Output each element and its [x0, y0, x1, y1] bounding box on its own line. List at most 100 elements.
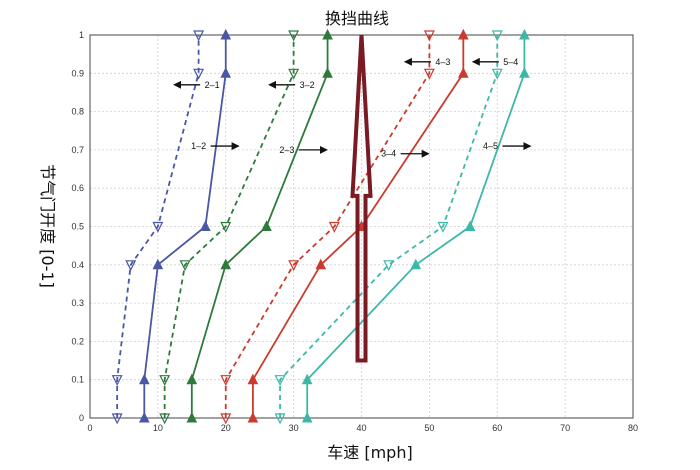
x-tick-label: 30 [289, 423, 299, 433]
data-point-marker [220, 28, 232, 40]
y-tick-label: 0.6 [71, 183, 84, 193]
annotation-label: 5–4 [503, 57, 518, 67]
data-point-marker [152, 258, 164, 270]
annotation-3-2: 3–2 [268, 80, 315, 90]
data-point-marker [220, 413, 232, 425]
x-tick-label: 20 [221, 423, 231, 433]
series-line-4-3 [224, 35, 431, 418]
annotation-label: 4–3 [435, 57, 450, 67]
data-point-marker [193, 68, 205, 80]
y-tick-label: 0.9 [71, 68, 84, 78]
y-tick-label: 0.8 [71, 107, 84, 117]
data-point-marker [315, 258, 327, 270]
data-point-marker [200, 220, 211, 231]
data-point-marker [111, 375, 123, 387]
annotation-label: 2–1 [205, 80, 220, 90]
y-tick-label: 1 [79, 30, 84, 40]
data-point-marker [111, 413, 123, 425]
data-point-marker [274, 375, 286, 387]
data-point-marker [519, 67, 530, 78]
y-tick-label: 0.3 [71, 298, 84, 308]
data-point-marker [288, 260, 300, 272]
x-tick-label: 0 [87, 423, 92, 433]
chart-title: 换挡曲线 [325, 9, 389, 28]
series-line-2-3 [190, 35, 329, 418]
big-arrow [350, 34, 373, 363]
data-point-marker [437, 221, 449, 233]
annotation-2-3: 2–3 [279, 145, 328, 155]
data-point-marker [220, 221, 232, 233]
data-point-marker [519, 28, 530, 40]
y-tick-label: 0.5 [71, 222, 84, 232]
data-point-marker [220, 67, 232, 78]
y-tick-label: 0.4 [71, 260, 84, 270]
annotation-label: 2–3 [279, 145, 294, 155]
y-axis-title: 节气门开度 [0-1] [38, 164, 57, 288]
y-tick-label: 0.2 [71, 336, 84, 346]
annotation-5-4: 5–4 [471, 57, 518, 67]
x-tick-labels: 0 10 20 30 40 50 60 70 80 [87, 423, 638, 433]
data-point-marker [458, 67, 469, 78]
annotation-1-2: 1–2 [191, 141, 240, 151]
big-upward-arrow [350, 34, 373, 363]
data-point-marker [138, 411, 150, 423]
annotation-label: 3–2 [300, 80, 315, 90]
series-line-4-5 [306, 35, 526, 418]
x-tick-label: 80 [628, 423, 638, 433]
data-point-marker [152, 221, 164, 233]
data-point-marker [491, 68, 503, 80]
series-line-1-2 [143, 35, 227, 418]
data-point-marker [423, 30, 435, 42]
data-point-marker [464, 220, 476, 231]
data-point-marker [125, 260, 137, 272]
data-point-marker [274, 413, 286, 425]
annotation-label: 3–4 [381, 149, 396, 159]
data-point-marker [491, 30, 503, 42]
series-3-2 [159, 30, 300, 425]
series-1-2 [138, 28, 232, 423]
data-point-marker [383, 260, 395, 272]
data-point-marker [138, 373, 150, 385]
data-point-marker [288, 30, 300, 42]
series-line-3-4 [251, 35, 465, 418]
annotation-label: 4–5 [483, 141, 498, 151]
annotation-3-4: 3–4 [381, 149, 430, 159]
x-tick-label: 40 [356, 423, 366, 433]
series-line-5-4 [279, 35, 499, 418]
annotation-4-5: 4–5 [483, 141, 532, 151]
series-5-4 [274, 30, 503, 425]
data-point-marker [159, 375, 171, 387]
y-tick-label: 0.7 [71, 145, 84, 155]
data-point-marker [301, 411, 313, 423]
series-line-3-2 [163, 35, 295, 418]
data-point-marker [261, 220, 272, 231]
y-tick-labels: 0 0.1 0.2 0.3 0.4 0.5 0.6 0.7 0.8 0.9 1 [71, 30, 84, 423]
data-point-marker [193, 30, 205, 42]
data-point-marker [179, 260, 191, 272]
annotation-2-1: 2–1 [173, 80, 220, 90]
annotation-4-3: 4–3 [403, 57, 450, 67]
data-point-marker [159, 413, 171, 425]
y-tick-label: 0 [79, 413, 84, 423]
annotation-label: 1–2 [191, 141, 206, 151]
data-point-marker [328, 221, 340, 233]
data-point-marker [423, 68, 435, 80]
series-3-4 [247, 28, 469, 423]
x-axis-title: 车速 [mph] [327, 443, 412, 462]
x-tick-label: 70 [560, 423, 570, 433]
data-point-marker [322, 67, 333, 78]
data-point-marker [410, 258, 422, 270]
annotations: 2–1 3–2 1–2 2–3 3–4 4–3 5–4 4–5 [173, 57, 532, 159]
series-lines [111, 28, 530, 425]
series-2-1 [111, 30, 205, 425]
data-point-marker [247, 411, 259, 423]
x-tick-label: 60 [492, 423, 502, 433]
data-point-marker [301, 373, 313, 385]
series-2-3 [186, 28, 333, 423]
series-line-2-1 [116, 35, 200, 418]
data-point-marker [322, 28, 333, 40]
data-point-marker [186, 373, 198, 385]
x-tick-label: 50 [424, 423, 434, 433]
data-point-marker [186, 411, 198, 423]
